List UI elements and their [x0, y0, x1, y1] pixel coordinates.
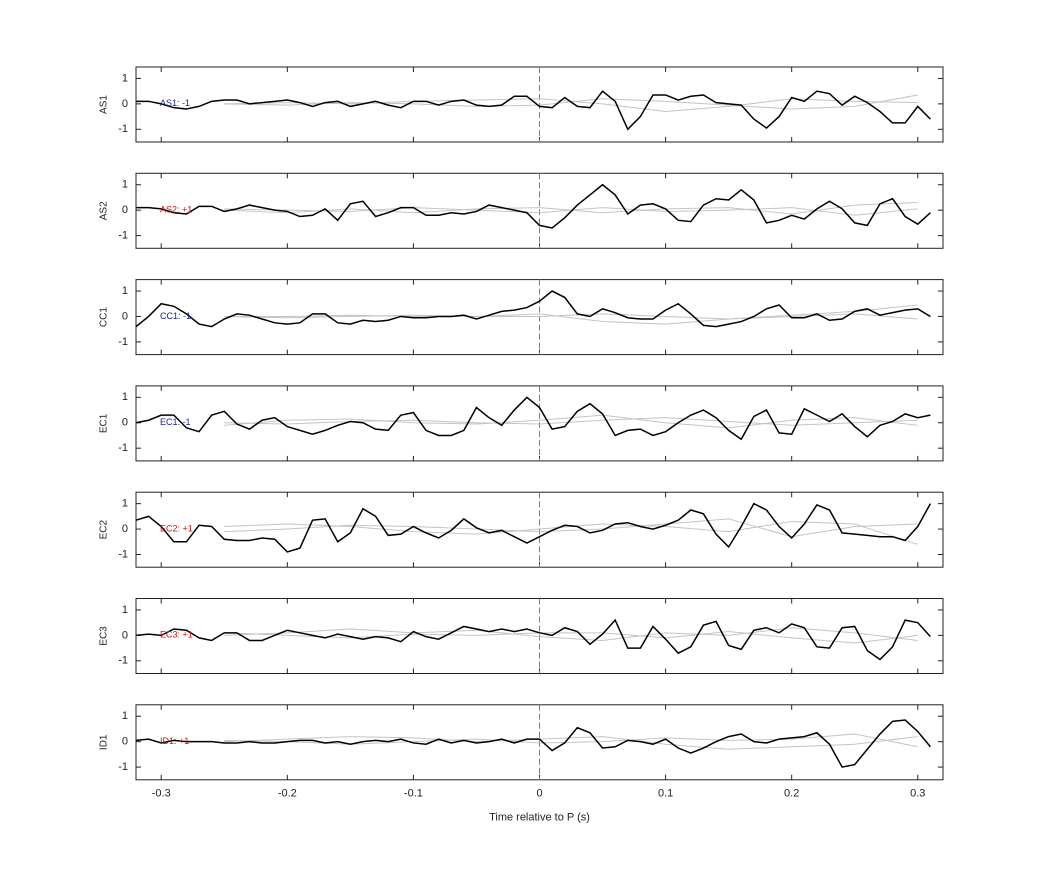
y-tick-label: 0 [122, 98, 128, 110]
y-axis-label: CC1 [99, 307, 110, 327]
series-line [224, 313, 918, 320]
subplot: -1 0 1 AS1 AS1: -1 [99, 66, 944, 143]
x-tick-label: -0.3 [152, 788, 171, 800]
y-tick-label: 1 [122, 179, 128, 191]
y-axis-label: EC2 [99, 520, 110, 540]
annotation: AS2: +1 [160, 205, 192, 215]
y-tick-label: 0 [122, 523, 128, 535]
y-tick-label: 1 [122, 604, 128, 616]
subplot: -1 0 1 EC2 EC2: +1 [99, 491, 944, 568]
series-line [135, 719, 931, 768]
series-line [135, 396, 931, 441]
y-tick-label: -1 [118, 761, 128, 773]
series-line [224, 733, 918, 748]
y-tick-label: -1 [118, 548, 128, 560]
y-tick-label: -1 [118, 336, 128, 348]
y-tick-label: 0 [122, 736, 128, 748]
x-tick-label: -0.1 [404, 788, 423, 800]
annotation: ID1: +1 [160, 736, 189, 746]
annotation: CC1: -1 [160, 311, 191, 321]
series-line [135, 502, 932, 553]
y-tick-label: 1 [122, 72, 128, 84]
annotation: EC2: +1 [160, 523, 193, 533]
annotation: EC3: +1 [160, 630, 193, 640]
series-line [224, 627, 918, 641]
x-tick-label: 0 [536, 788, 542, 800]
y-tick-label: -1 [118, 123, 128, 135]
series-line [135, 618, 931, 661]
x-tick-label: -0.2 [278, 788, 297, 800]
y-tick-label: -1 [118, 655, 128, 667]
x-axis-label: Time relative to P (s) [489, 812, 590, 824]
subplot: -1 0 1 CC1 CC1: -1 [99, 279, 944, 356]
series-line [224, 736, 918, 750]
annotation: AS1: -1 [160, 98, 190, 108]
subplot: -1 0 1 -0.3 -0.2 -0.1 0 0.1 0.2 0.3 ID1 ID1: +1 Time… [99, 704, 944, 824]
subplot: -1 0 1 AS2 AS2: +1 [99, 172, 944, 249]
y-tick-label: 1 [122, 391, 128, 403]
series-line [224, 304, 918, 325]
x-tick-label: 0.3 [910, 788, 925, 800]
series-line [224, 207, 918, 216]
y-axis-label: EC3 [99, 626, 110, 646]
y-tick-label: 1 [122, 285, 128, 297]
y-tick-label: 0 [122, 310, 128, 322]
y-tick-label: 0 [122, 204, 128, 216]
y-tick-label: 1 [122, 498, 128, 510]
y-tick-label: -1 [118, 229, 128, 241]
x-tick-label: 0.2 [784, 788, 799, 800]
y-tick-label: 0 [122, 629, 128, 641]
series-line [224, 417, 918, 426]
series-line [224, 518, 918, 538]
annotation: EC1: -1 [160, 417, 191, 427]
y-axis-label: ID1 [99, 734, 110, 750]
y-tick-label: 1 [122, 710, 128, 722]
series-line [224, 414, 918, 429]
y-tick-label: 0 [122, 417, 128, 429]
x-tick-label: 0.1 [658, 788, 673, 800]
series-line [136, 183, 931, 229]
y-axis-label: AS2 [99, 201, 110, 220]
y-tick-label: -1 [118, 442, 128, 454]
series-line [224, 631, 918, 644]
series-line [135, 290, 931, 328]
series-line [136, 90, 931, 131]
y-axis-label: EC1 [99, 413, 110, 433]
subplot: -1 0 1 EC1 EC1: -1 [99, 385, 944, 462]
subplot: -1 0 1 EC3 EC3: +1 [99, 598, 944, 674]
y-axis-label: AS1 [99, 95, 110, 114]
